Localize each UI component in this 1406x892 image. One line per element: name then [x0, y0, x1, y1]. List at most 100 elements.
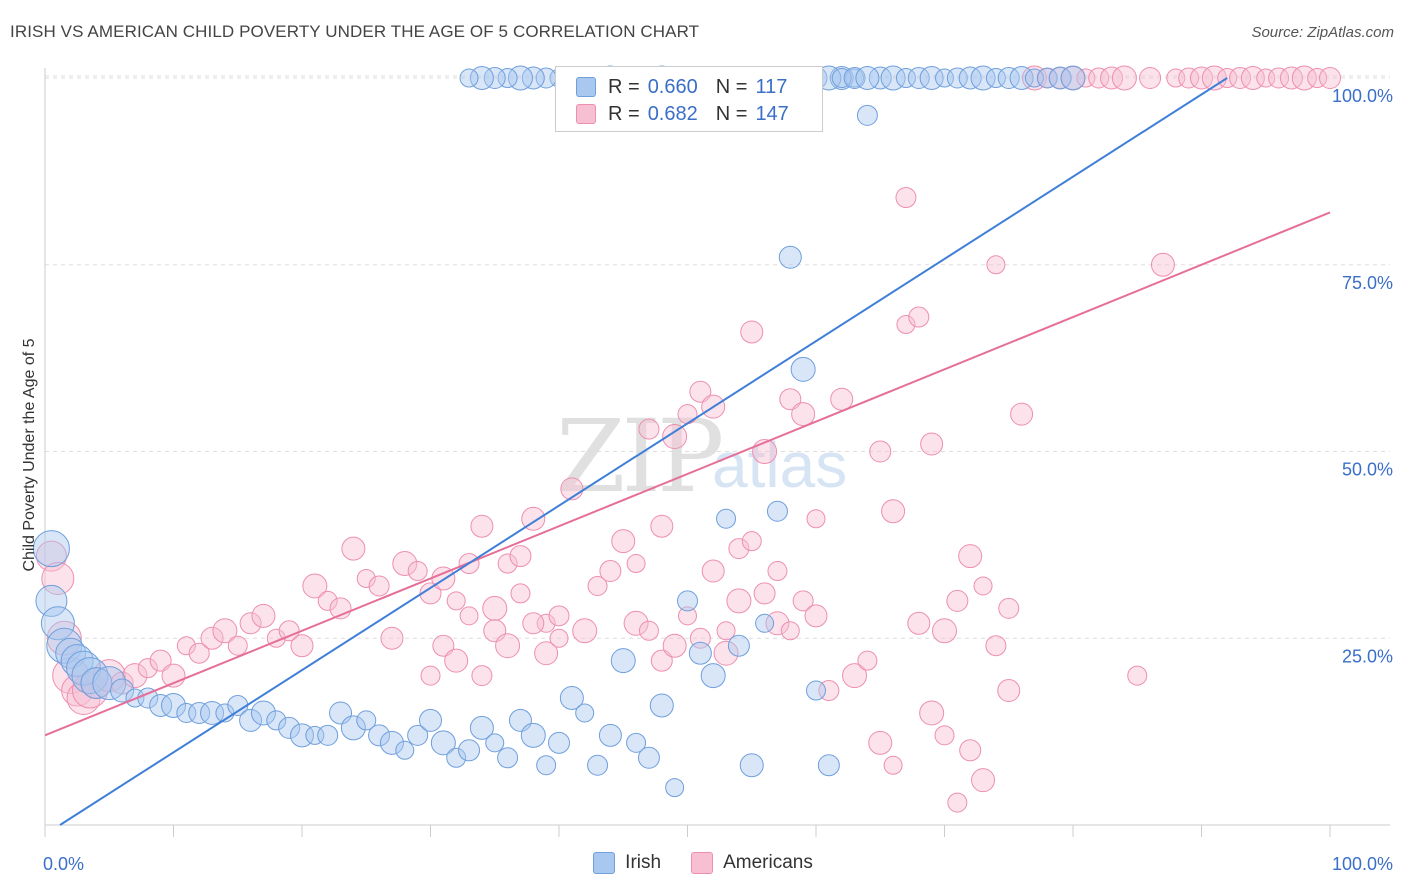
american-point [1178, 67, 1200, 89]
irish-point [739, 753, 764, 778]
american-point [908, 306, 930, 328]
irish-point [395, 740, 415, 760]
american-point [959, 739, 982, 762]
irish-point [521, 66, 545, 90]
american-point [420, 665, 441, 686]
american-point [934, 725, 955, 746]
irish-swatch [576, 77, 596, 97]
american-point [946, 589, 969, 612]
americans-r-value: 0.682 [647, 102, 698, 125]
american-point [907, 611, 931, 635]
american-point [1100, 66, 1124, 90]
correlation-legend: R = 0.660 N = 117 R = 0.682 N = 147 [555, 66, 823, 132]
american-point [599, 560, 622, 583]
american-point [650, 514, 674, 538]
legend-item-irish: Irish [593, 852, 661, 874]
american-point [792, 590, 814, 612]
irish-point [1060, 65, 1086, 91]
americans-legend-label: Americans [723, 852, 813, 873]
american-point [536, 613, 556, 633]
irish-legend-label: Irish [625, 852, 662, 873]
irish-point [250, 700, 276, 726]
american-point [1307, 68, 1328, 88]
irish-point [649, 693, 674, 718]
american-point [1076, 68, 1096, 88]
american-point [522, 612, 545, 635]
american-point [317, 590, 338, 611]
irish-point [716, 508, 737, 529]
american-point [290, 634, 314, 658]
american-point [919, 700, 945, 726]
american-point [741, 531, 762, 552]
irish-point [790, 356, 816, 382]
tick-labels: 25.0% 50.0% 75.0% 100.0% 0.0% 100.0% [43, 86, 1393, 874]
american-point [534, 641, 559, 666]
american-point [1150, 252, 1175, 277]
american-point [626, 554, 646, 574]
american-point [638, 620, 659, 641]
irish-point [688, 641, 712, 665]
irish-point [766, 500, 788, 522]
american-point [1229, 67, 1252, 89]
american-point [780, 621, 800, 641]
american-point [857, 650, 878, 671]
irish-point [469, 715, 494, 740]
american-point [806, 509, 826, 529]
american-point [1279, 66, 1303, 90]
irish-r-label: R = [608, 75, 640, 98]
american-point [716, 621, 736, 641]
irish-point [907, 67, 930, 89]
american-point [239, 612, 262, 635]
american-point [446, 591, 466, 611]
axes [44, 68, 1390, 837]
american-point [227, 635, 248, 656]
irish-point [497, 747, 519, 769]
american-point [638, 418, 660, 440]
american-point [251, 603, 276, 628]
american-point [35, 540, 67, 572]
irish-point [817, 754, 840, 777]
american-point [932, 618, 957, 644]
american-point [176, 636, 196, 656]
gridlines [45, 75, 1390, 639]
watermark-atlas: atlas [712, 429, 848, 501]
american-point [986, 255, 1006, 275]
irish-point [700, 663, 726, 689]
irish-point [520, 722, 546, 748]
american-point [662, 424, 688, 450]
american-point [985, 635, 1007, 657]
irish-point [587, 754, 609, 776]
american-point [958, 544, 983, 569]
american-point [510, 583, 531, 604]
american-point [188, 642, 210, 664]
american-point [482, 595, 508, 621]
american-point [41, 561, 75, 595]
irish-n-label: N = [715, 75, 748, 98]
irish-point [778, 245, 802, 269]
american-point [689, 380, 712, 403]
american-point [947, 792, 968, 813]
irish-point [458, 739, 481, 762]
irish-point [161, 692, 186, 718]
american-point [920, 432, 944, 456]
irish-point [110, 678, 135, 703]
irish-r-value: 0.660 [647, 75, 698, 98]
irish-point [755, 613, 775, 633]
y-tick-label: 50.0% [1342, 460, 1393, 480]
american-point [896, 315, 916, 335]
irish-point [356, 710, 377, 731]
irish-point [497, 68, 518, 88]
irish-point [188, 701, 211, 724]
american-point [779, 388, 802, 411]
american-point [548, 605, 570, 627]
irish-point [855, 66, 880, 90]
american-point [444, 648, 469, 673]
irish-point [176, 702, 197, 723]
irish-point [459, 68, 479, 88]
y-tick-label: 100.0% [1332, 86, 1393, 106]
irish-point [946, 67, 968, 89]
irish-point [317, 724, 339, 746]
irish-point [727, 634, 750, 657]
american-point [726, 588, 752, 614]
american-point [753, 582, 776, 605]
